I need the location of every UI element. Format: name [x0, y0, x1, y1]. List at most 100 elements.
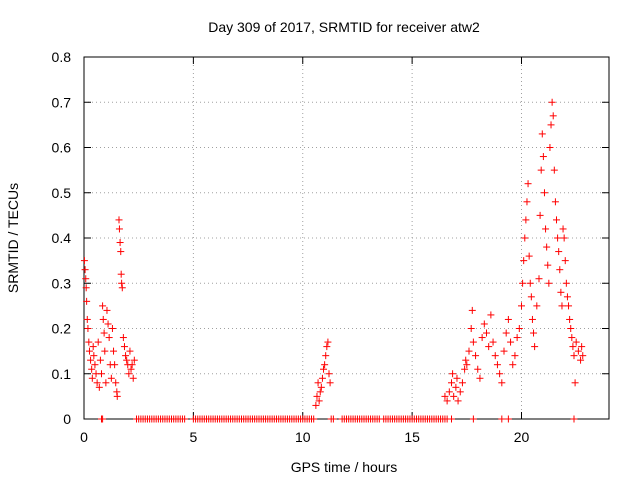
data-point — [570, 352, 578, 360]
data-point — [314, 379, 322, 387]
data-point — [115, 216, 123, 224]
data-point — [574, 347, 582, 355]
data-point — [112, 379, 120, 387]
x-tick-label: 15 — [404, 429, 420, 445]
data-point — [535, 275, 543, 283]
data-point-zero — [310, 415, 318, 423]
data-point — [487, 311, 495, 319]
data-point — [536, 211, 544, 219]
data-point — [318, 374, 326, 382]
data-point — [450, 392, 458, 400]
data-point — [557, 288, 565, 296]
y-tick-label: 0.8 — [52, 49, 72, 65]
data-point — [468, 306, 476, 314]
data-point — [116, 239, 124, 247]
y-tick-label: 0.6 — [52, 140, 72, 156]
data-point — [99, 315, 107, 323]
data-point — [533, 302, 541, 310]
data-point — [540, 189, 548, 197]
x-tick-label: 5 — [189, 429, 197, 445]
data-point — [524, 180, 532, 188]
data-point — [85, 347, 93, 355]
data-point — [544, 261, 552, 269]
data-point — [472, 352, 480, 360]
data-point — [85, 338, 93, 346]
data-point — [569, 343, 577, 351]
data-point — [571, 379, 579, 387]
data-point — [478, 334, 486, 342]
data-point — [89, 343, 97, 351]
data-point — [94, 338, 102, 346]
data-point — [504, 315, 512, 323]
data-point — [558, 302, 566, 310]
data-point — [82, 275, 90, 283]
data-point — [551, 198, 559, 206]
data-point — [317, 383, 325, 391]
data-point — [463, 361, 471, 369]
axis-ticks — [83, 56, 609, 420]
data-point — [96, 356, 104, 364]
data-point — [523, 198, 531, 206]
data-point — [445, 388, 453, 396]
data-point — [88, 374, 96, 382]
plot-border — [83, 56, 610, 420]
data-point — [528, 315, 536, 323]
data-point — [321, 361, 329, 369]
data-point — [545, 279, 553, 287]
data-point — [98, 370, 105, 378]
data-point-zero — [329, 415, 337, 423]
data-point — [91, 361, 99, 369]
data-point-zero — [99, 415, 107, 423]
data-point — [546, 144, 554, 151]
data-point — [102, 379, 110, 387]
data-point — [130, 356, 138, 364]
data-point — [111, 361, 119, 369]
plot-frame — [83, 56, 610, 420]
data-point-zero — [570, 415, 578, 423]
data-point — [99, 302, 107, 310]
data-point — [578, 343, 586, 351]
data-point — [565, 302, 573, 310]
data-point — [118, 279, 126, 287]
data-point — [120, 343, 128, 351]
x-tick-labels: 0 5 10 15 20 — [80, 429, 529, 445]
data-point — [323, 343, 331, 351]
data-point — [122, 352, 130, 360]
data-point — [559, 225, 567, 233]
data-point — [123, 356, 131, 364]
data-point — [452, 383, 460, 391]
data-point — [83, 315, 91, 323]
data-point — [525, 252, 533, 260]
data-point — [115, 225, 123, 233]
data-point — [313, 392, 321, 400]
data-point — [320, 365, 328, 373]
y-tick-label: 0.2 — [52, 321, 72, 337]
y-tick-label: 0.7 — [52, 94, 72, 110]
data-point — [496, 370, 504, 378]
data-point — [526, 279, 534, 287]
data-point — [519, 279, 527, 287]
data-point — [489, 338, 497, 346]
y-tick-label: 0.4 — [52, 230, 72, 246]
data-point — [443, 397, 451, 405]
data-point — [129, 374, 137, 382]
data-point — [458, 379, 466, 387]
data-point — [548, 98, 556, 106]
data-point — [531, 343, 539, 351]
data-point — [80, 257, 88, 265]
data-point — [107, 374, 115, 382]
data-point — [567, 325, 575, 332]
data-point — [93, 379, 101, 387]
data-point — [461, 365, 469, 373]
data-points — [80, 98, 587, 423]
data-point — [491, 352, 499, 360]
data-point — [476, 374, 484, 382]
data-point — [312, 401, 320, 409]
data-point — [522, 216, 530, 224]
data-point — [448, 379, 455, 387]
y-tick-labels: 0 0.1 0.2 0.3 0.4 0.5 0.6 0.7 0.8 — [52, 49, 72, 427]
data-point-zero — [181, 415, 189, 423]
data-point — [502, 329, 510, 337]
data-point — [87, 356, 95, 364]
